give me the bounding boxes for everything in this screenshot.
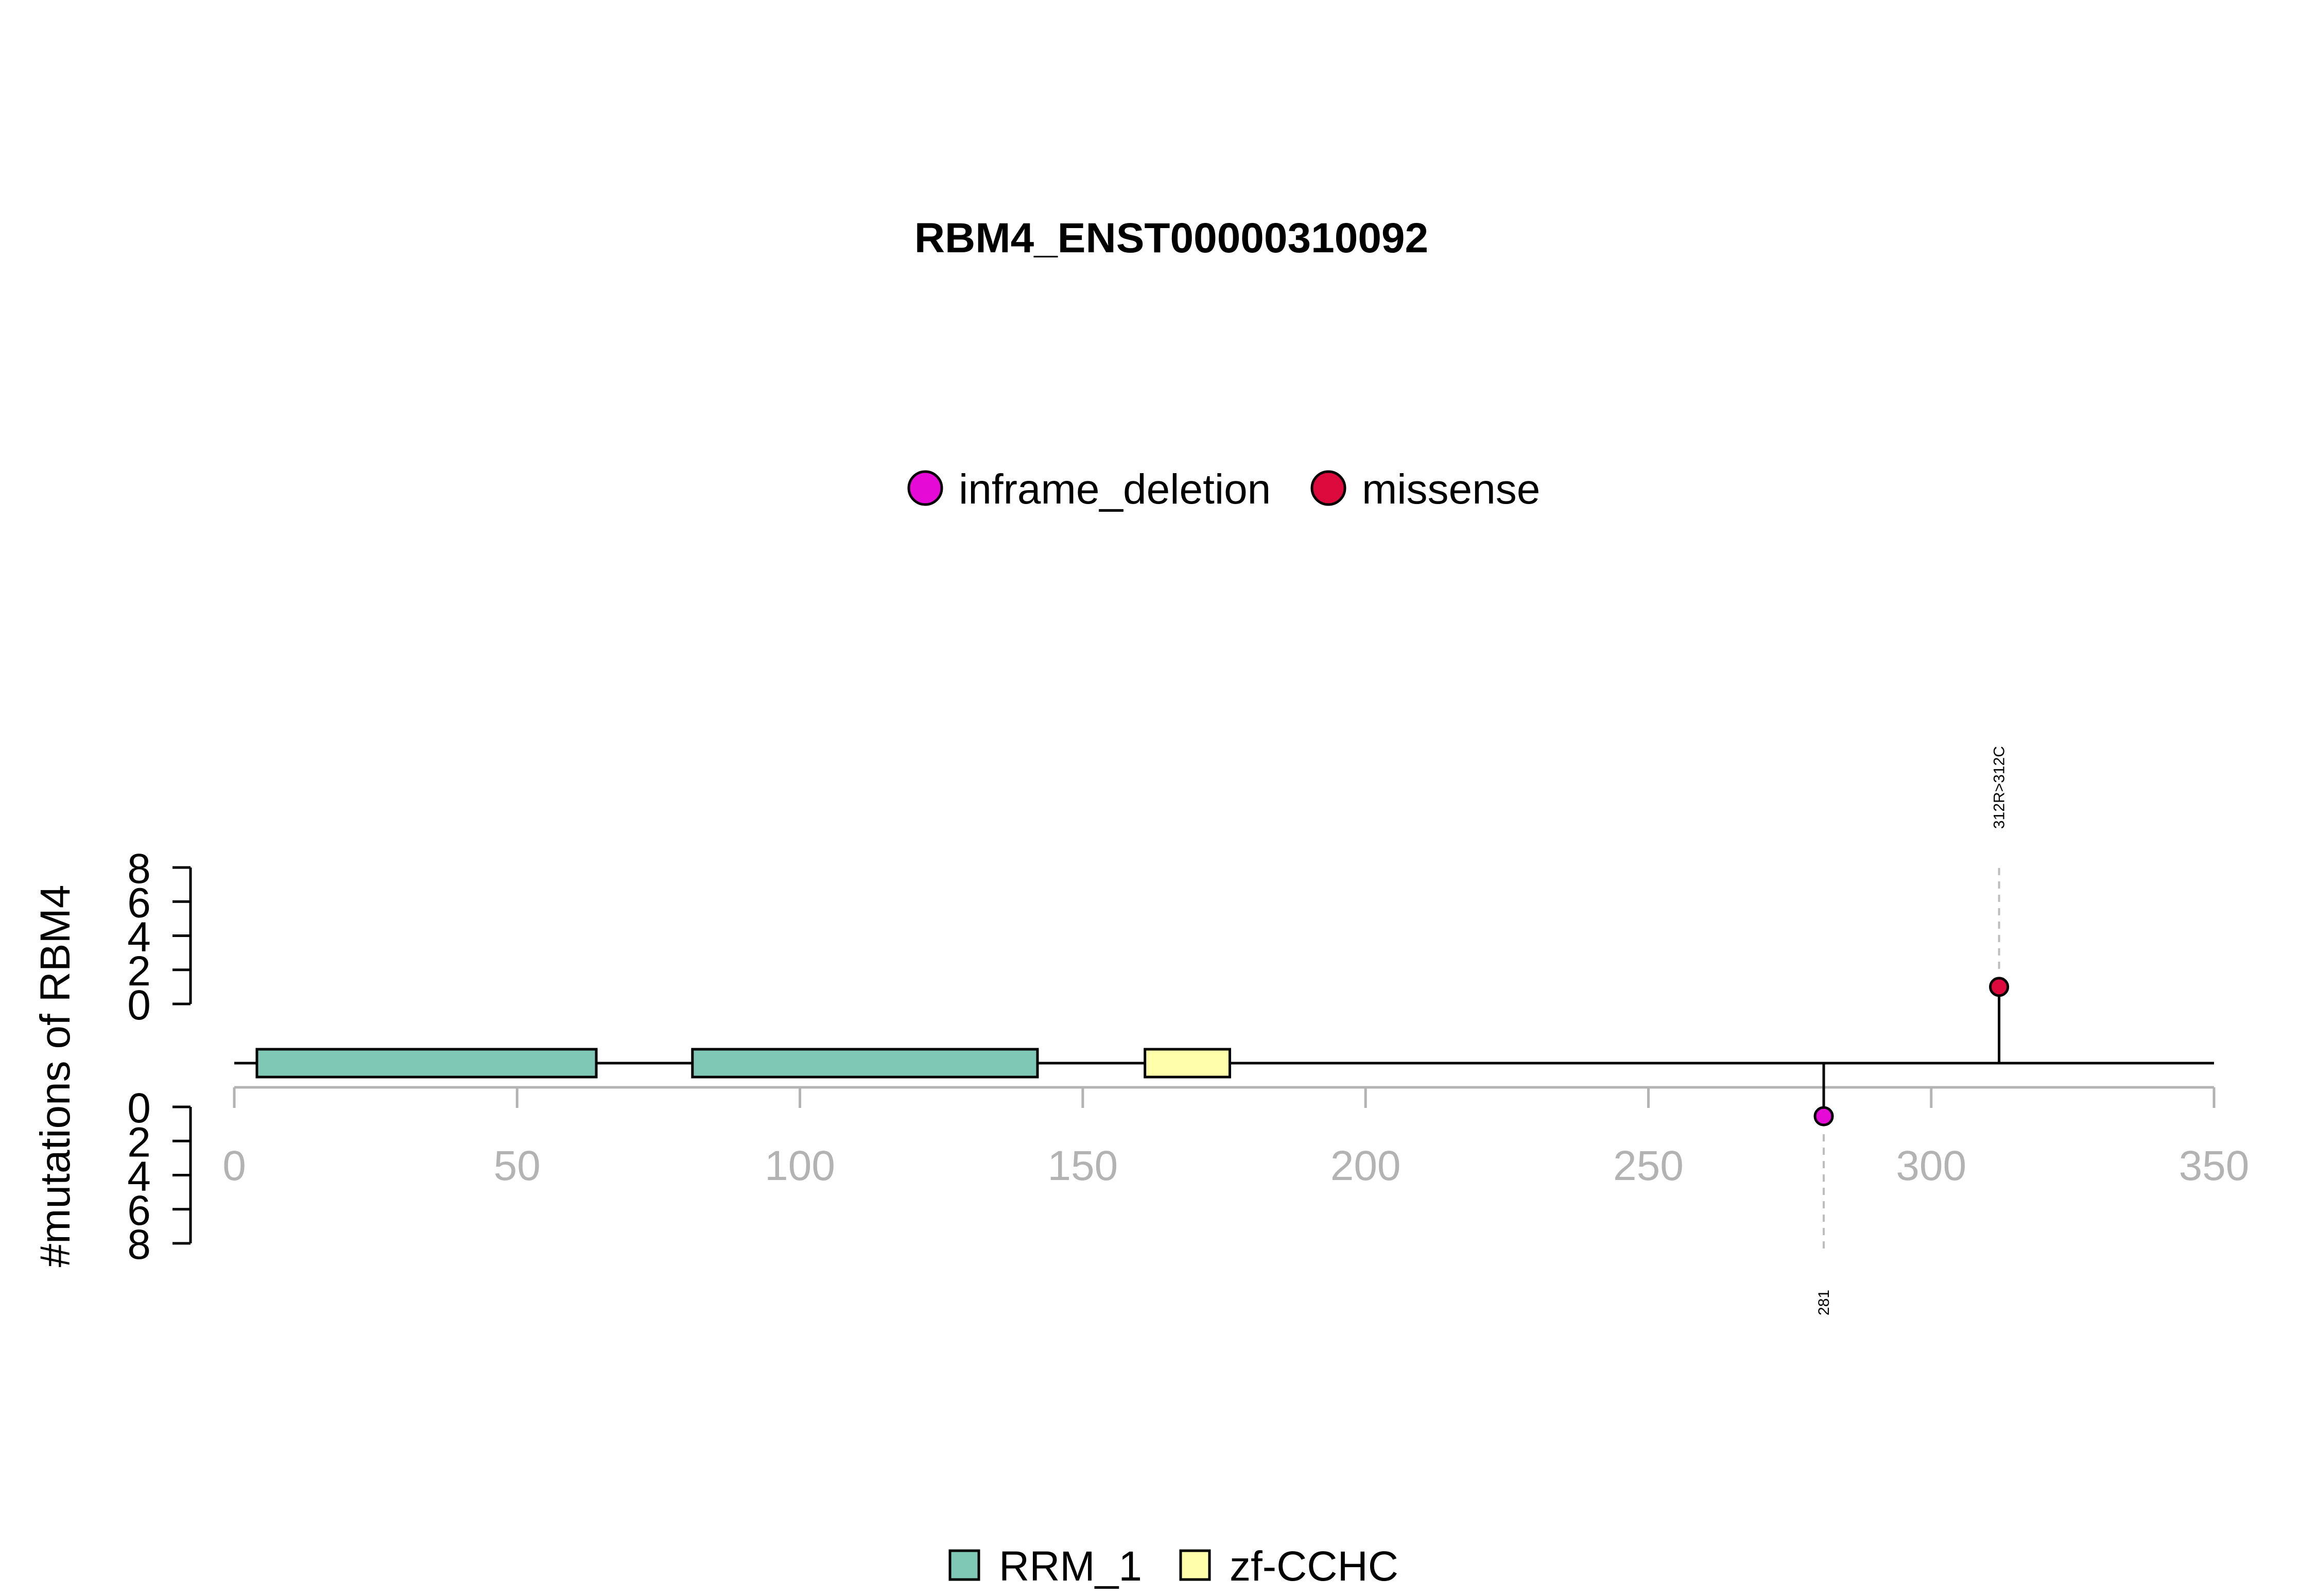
legend-label: zf-CCHC: [1230, 1543, 1398, 1590]
y-tick-label: 6: [127, 879, 151, 926]
lollipop-head: [1813, 1106, 1834, 1126]
y-tick-label: 0: [127, 982, 151, 1029]
mutation-lollipops: 312R>312C 281: [1813, 746, 2010, 1315]
x-tick-label: 250: [1613, 1142, 1684, 1189]
y-tick-label: 0: [127, 1085, 151, 1132]
legend-marker: [1310, 470, 1346, 506]
y-tick-label: 2: [127, 1119, 151, 1166]
y-tick-label: 2: [127, 948, 151, 995]
x-tick-label: 150: [1047, 1142, 1118, 1189]
domain-zf-CCHC-2: [1144, 1048, 1231, 1079]
legend-swatch: [1179, 1549, 1211, 1581]
domain-legend-item-zf-CCHC: zf-CCHC: [1179, 1543, 1398, 1590]
x-tick-label: 50: [494, 1142, 541, 1189]
mutation-legend: inframe_deletion missense: [907, 466, 1540, 513]
x-tick-label: 200: [1330, 1142, 1401, 1189]
domain-RRM_1-1: [691, 1048, 1039, 1079]
x-axis: 0 50 100 150 200 250 300 350: [222, 1086, 2250, 1189]
domain-RRM_1-0: [255, 1048, 598, 1079]
x-tick-label: 0: [222, 1142, 246, 1189]
y-tick-label: 8: [127, 845, 151, 892]
lollipop-head: [1989, 977, 2010, 997]
mutation-label: 312R>312C: [1991, 746, 2008, 829]
y-tick-label: 6: [127, 1187, 151, 1234]
domain-legend-item-RRM_1: RRM_1: [948, 1543, 1142, 1590]
mutation-legend-item-missense: missense: [1310, 466, 1540, 513]
y-tick-label: 8: [127, 1221, 151, 1268]
y-axis-label: #mutations of RBM4: [32, 885, 79, 1268]
legend-marker: [907, 470, 943, 506]
x-tick-label: 100: [765, 1142, 835, 1189]
y-tick-label: 4: [127, 1153, 151, 1200]
mutation-inframe_deletion-281: 281: [1813, 1063, 1834, 1315]
y-tick-label: 4: [127, 914, 151, 961]
x-tick-label: 350: [2179, 1142, 2250, 1189]
protein-domains: [255, 1048, 1231, 1079]
mutation-missense-312: 312R>312C: [1989, 746, 2010, 1063]
legend-label: RRM_1: [999, 1543, 1142, 1590]
domain-legend: RRM_1 zf-CCHC: [948, 1543, 1398, 1590]
chart-title: RBM4_ENST00000310092: [914, 215, 1428, 262]
legend-swatch: [948, 1549, 980, 1581]
x-tick-label: 300: [1896, 1142, 1966, 1189]
legend-label: missense: [1362, 466, 1540, 513]
legend-label: inframe_deletion: [959, 466, 1271, 513]
mutation-legend-item-inframe_deletion: inframe_deletion: [907, 466, 1271, 513]
mutation-label: 281: [1815, 1290, 1832, 1315]
